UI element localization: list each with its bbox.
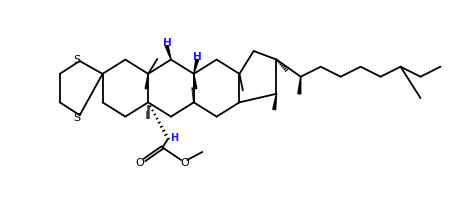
Polygon shape [194, 74, 197, 89]
Polygon shape [273, 94, 277, 110]
Text: H: H [163, 38, 172, 48]
Polygon shape [298, 77, 301, 94]
Text: S: S [73, 55, 80, 65]
Text: H: H [170, 132, 178, 142]
Text: H: H [193, 52, 202, 62]
Text: S: S [73, 113, 80, 123]
Polygon shape [194, 60, 198, 74]
Text: O: O [135, 157, 144, 167]
Text: O: O [181, 157, 189, 167]
Polygon shape [145, 74, 149, 89]
Polygon shape [165, 46, 171, 60]
